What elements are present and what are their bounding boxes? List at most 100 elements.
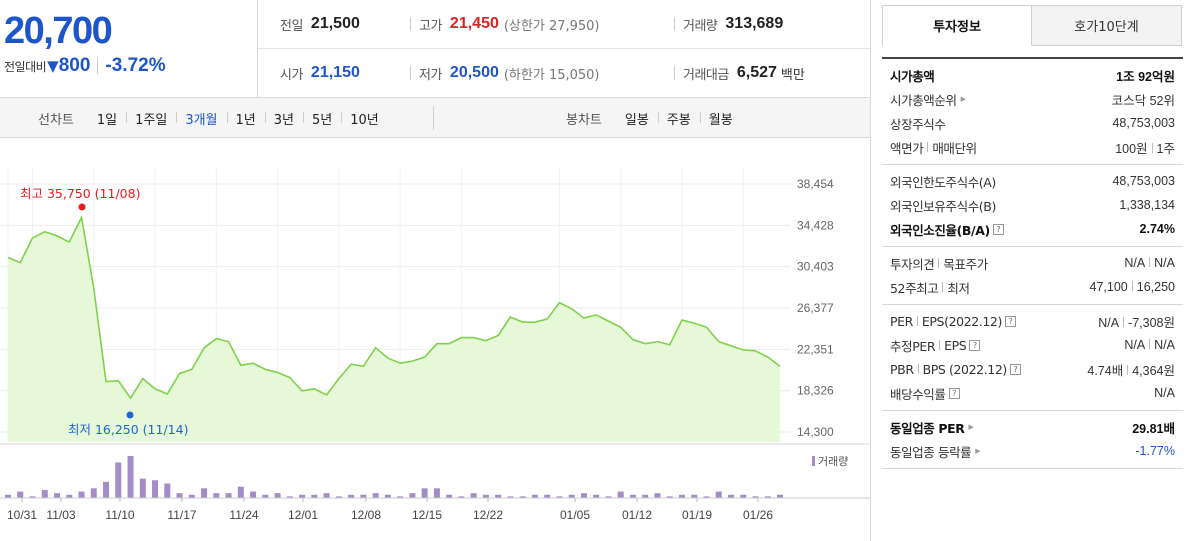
- quote-note: (하한가 15,050): [503, 67, 600, 83]
- quote-value: 21,500: [310, 15, 360, 32]
- info-label-text: 배당수익률: [890, 386, 946, 402]
- info-label-text: 최저: [947, 280, 970, 296]
- period-1y[interactable]: 1년: [226, 109, 265, 128]
- divider: [1127, 364, 1129, 375]
- volume-bar: [446, 494, 453, 498]
- quote-label: 거래대금: [683, 67, 729, 83]
- period-1w[interactable]: 1주일: [126, 109, 176, 128]
- period-1d[interactable]: 1일: [96, 112, 118, 128]
- volume-bar: [593, 494, 600, 498]
- divider: [917, 364, 919, 374]
- caret-right-icon[interactable]: ▶: [975, 447, 981, 455]
- info-label: 시가총액: [890, 66, 935, 85]
- down-arrow-icon: ▼: [47, 57, 59, 75]
- candle-daily[interactable]: 일봉: [624, 112, 649, 128]
- quote-trade-value: 거래대금 6,527 백만: [674, 49, 805, 97]
- quote-label: 거래량: [683, 18, 718, 34]
- volume-bar: [115, 462, 122, 498]
- tab-order-book-10[interactable]: 호가10단계: [1032, 5, 1182, 46]
- volume-bar: [335, 496, 342, 498]
- info-value-text: 1주: [1156, 141, 1175, 156]
- investment-info-body: 시가총액 1조 92억원 시가총액순위 ▶ 코스닥 52위 상장주식수 48,753,003…: [882, 57, 1183, 469]
- y-tick-label: 18,326: [797, 384, 834, 398]
- info-row: 52주최고 최저 47,100 16,250: [882, 275, 1183, 299]
- info-value: 1,338,134: [1119, 198, 1175, 212]
- period-3m[interactable]: 3개월: [176, 109, 226, 128]
- volume-bar: [90, 488, 97, 498]
- quote-label: 시가: [280, 67, 303, 83]
- max-label: 최고 35,750 (11/08): [20, 186, 140, 201]
- info-label-text: 동일업종 PER: [890, 420, 965, 436]
- info-value: 48,753,003: [1112, 174, 1175, 188]
- info-label: 액면가 매매단위: [890, 138, 977, 157]
- volume-bar: [66, 494, 73, 498]
- x-tick-label: 01/05: [560, 508, 590, 522]
- info-label-text: EPS(2022.12): [921, 313, 1002, 329]
- info-label: 52주최고 최저: [890, 278, 970, 297]
- help-icon[interactable]: ?: [1004, 315, 1016, 327]
- info-row: 동일업종 등락률 ▶ -1.77%: [882, 439, 1183, 463]
- period-10y[interactable]: 10년: [341, 109, 388, 128]
- candle-monthly[interactable]: 월봉: [699, 109, 742, 128]
- volume-bar: [164, 483, 171, 498]
- volume-bar: [5, 494, 11, 498]
- info-value-text: N/A: [1154, 256, 1175, 270]
- volume-bar: [127, 456, 134, 498]
- quote-volume: 거래량 313,689: [673, 0, 783, 48]
- candle-weekly[interactable]: 주봉: [657, 109, 700, 128]
- x-tick-label: 10/31: [7, 508, 37, 522]
- info-row: 추정PER EPS? N/A N/A: [882, 333, 1183, 357]
- volume-bar: [605, 496, 612, 498]
- y-tick-label: 30,403: [797, 260, 834, 274]
- caret-right-icon[interactable]: ▶: [960, 95, 966, 103]
- caret-right-icon[interactable]: ▶: [968, 423, 974, 431]
- info-value-text: 16,250: [1136, 280, 1175, 294]
- quote-value: 6,527: [736, 64, 777, 81]
- volume-bar: [568, 494, 575, 498]
- x-tick-label: 01/19: [682, 508, 712, 522]
- price-chart[interactable]: 38,454 34,428 30,403 26,377 22,351 18,326 14,3…: [0, 138, 870, 541]
- quote-value: 21,450: [449, 15, 499, 32]
- volume-bar: [727, 494, 734, 498]
- volume-legend-label: 거래량: [818, 455, 848, 468]
- info-label: 동일업종 PER ▶: [890, 418, 974, 437]
- volume-bar: [777, 494, 783, 498]
- quote-row: 전일 21,500 고가 21,450 (상한가 27,950) 거래량 313…: [258, 0, 870, 49]
- help-icon[interactable]: ?: [1009, 363, 1021, 375]
- volume-bar: [580, 493, 587, 498]
- volume-bar: [360, 494, 367, 498]
- volume-bar: [421, 488, 428, 498]
- quote-prev-close: 전일 21,500: [280, 0, 360, 48]
- y-tick-label: 14,300: [797, 425, 834, 439]
- volume-bar: [691, 494, 698, 498]
- info-value-text: -7,308원: [1128, 315, 1175, 330]
- change-rate: -3.72%: [105, 55, 166, 76]
- divider: [939, 340, 941, 350]
- volume-bar: [715, 491, 722, 498]
- help-icon[interactable]: ?: [992, 223, 1004, 235]
- help-icon[interactable]: ?: [969, 339, 981, 351]
- period-5y[interactable]: 5년: [303, 109, 341, 128]
- info-label: 시가총액순위 ▶: [890, 90, 966, 109]
- divider: [1151, 142, 1153, 153]
- volume-bar: [629, 494, 636, 498]
- info-row: PER EPS(2022.12)? N/A -7,308원: [882, 309, 1183, 333]
- info-group: 동일업종 PER ▶ 29.81배 동일업종 등락률 ▶ -1.77%: [882, 411, 1183, 469]
- volume-bar: [384, 494, 391, 498]
- info-value-text: N/A: [1098, 315, 1120, 330]
- x-tick-label: 12/15: [412, 508, 442, 522]
- period-3y[interactable]: 3년: [264, 109, 303, 128]
- quote-row: 시가 21,150 저가 20,500 (하한가 15,050) 거래대금 6,…: [258, 49, 870, 98]
- info-group: 투자의견 목표주가 N/A N/A 52주최고 최저 47,100 16,250: [882, 247, 1183, 305]
- info-row: 외국인보유주식수(B) 1,338,134: [882, 193, 1183, 217]
- divider: [1149, 339, 1151, 349]
- x-tick-label: 12/08: [351, 508, 381, 522]
- info-value-text: -1.77%: [1135, 444, 1175, 458]
- tab-investment-info[interactable]: 투자정보: [882, 5, 1032, 46]
- info-row: 배당수익률? N/A: [882, 381, 1183, 405]
- info-label: 상장주식수: [890, 114, 946, 133]
- volume-bar: [433, 488, 440, 498]
- volume-bar: [274, 493, 281, 498]
- volume-bar: [311, 494, 318, 498]
- help-icon[interactable]: ?: [948, 387, 960, 399]
